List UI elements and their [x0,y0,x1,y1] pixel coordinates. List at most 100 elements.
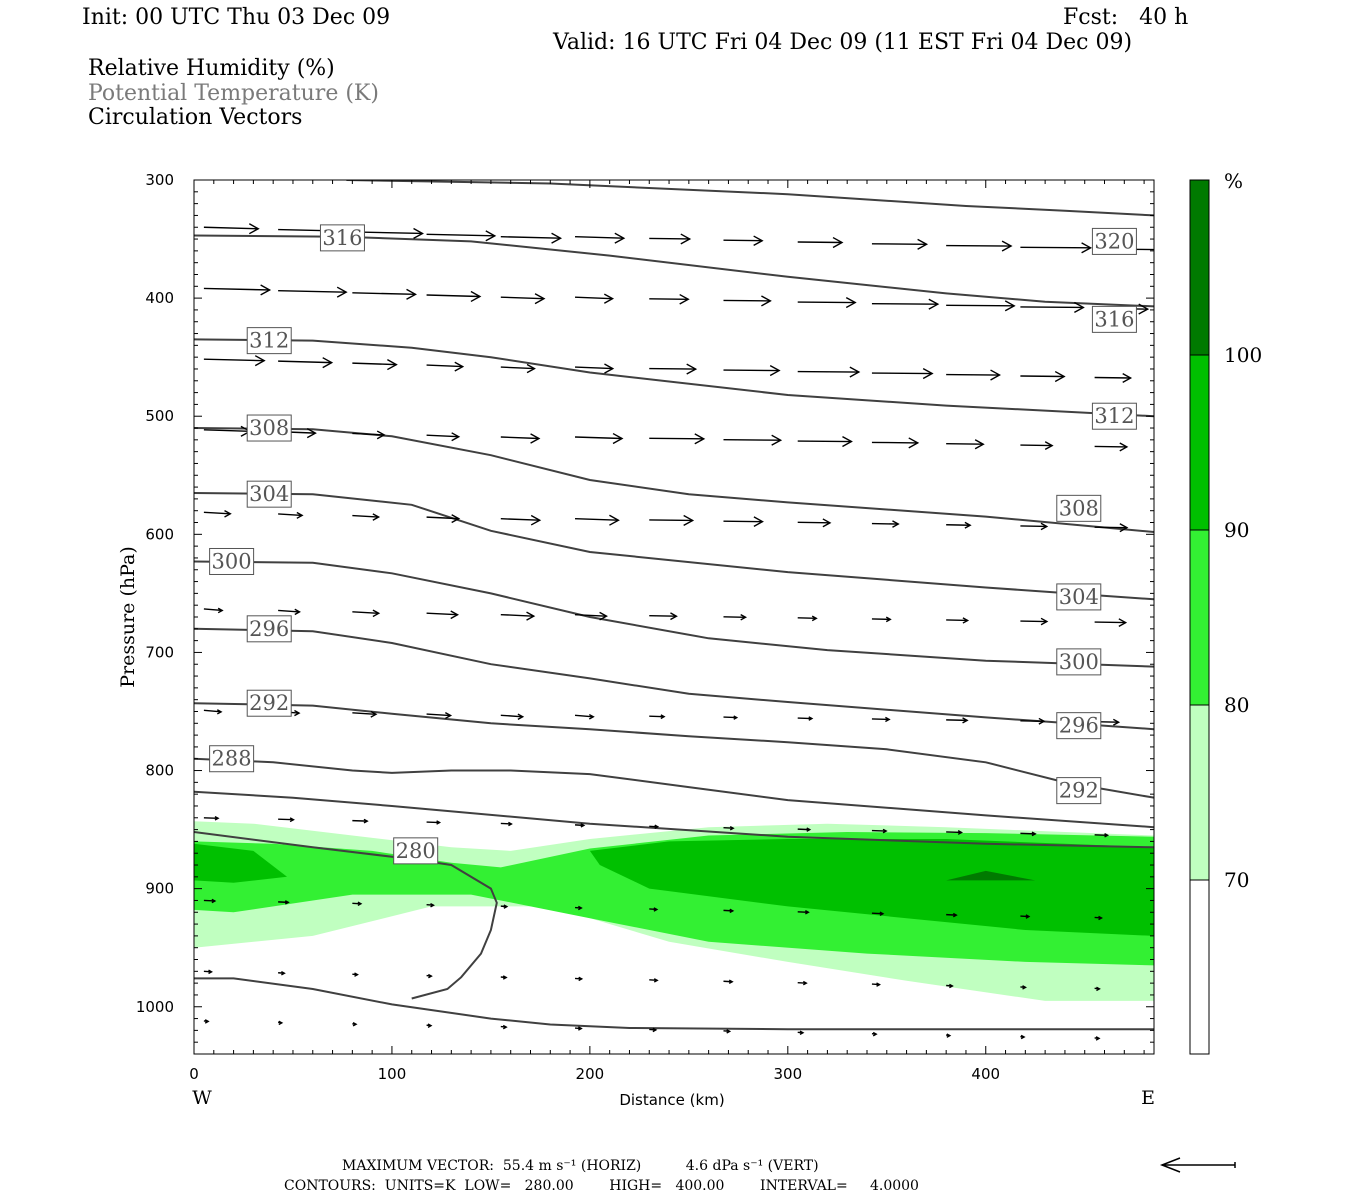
vector-arrow [797,980,808,986]
colorbar-segment [1189,879,1210,1055]
vector-arrow [946,1033,952,1038]
vector-arrow [871,437,920,449]
isentrope-label-296: 296 [246,615,292,643]
vector-arrow [352,901,363,907]
vector-arrow [649,824,660,830]
vector-arrow [500,363,536,374]
contours-note: CONTOURS: UNITS=K LOW= 280.00 HIGH= 400.… [284,1178,919,1194]
svg-text:308: 308 [249,416,289,440]
vector-arrow [1020,1034,1026,1040]
isentrope-308 [194,427,1154,533]
vector-arrow [871,520,900,528]
vector-arrow [426,610,459,620]
vector-arrow [278,900,290,905]
colorbar: 70 80 90 100% [1189,169,1262,1055]
vector-arrow [649,293,690,305]
isentrope-276 [194,977,1154,1031]
svg-text:308: 308 [1059,496,1099,520]
vector-arrow [278,357,334,369]
vector-arrow [649,514,695,527]
vector-arrow [946,912,958,918]
isentrope-label-316: 316 [319,224,365,252]
vector-arrow [797,716,814,721]
reference-vector-arrow [1159,1157,1236,1173]
isentrope-label-292: 292 [246,689,292,717]
vector-arrow [1020,370,1066,383]
vector-arrow [278,1020,284,1026]
max-vector-note: MAXIMUM VECTOR: 55.4 m s⁻¹ (HORIZ) 4.6 d… [342,1158,819,1174]
vector-arrow [797,435,853,448]
valid-time: Valid: 16 UTC Fri 04 Dec 09 (11 EST Fri … [553,30,1133,55]
vector-arrow [871,367,934,380]
vector-arrow [649,233,692,245]
axes-layer: 300 400 500 600 700 800 900 1000 0 100 200 300 400 [136,171,1154,1083]
vector-arrow [352,359,398,371]
colorbar-segment [1189,354,1210,531]
colorbar-level-label: 80 [1224,693,1249,717]
svg-text:304: 304 [1059,585,1099,609]
vector-arrow [278,511,304,519]
isentrope-label-308: 308 [1056,494,1102,522]
isentrope-320 [346,180,1154,217]
vector-arrow [203,709,223,715]
vector-arrow [426,290,482,303]
isentrope-label-316: 316 [1091,305,1137,333]
vector-arrow [426,432,461,442]
vector-arrow [1020,914,1031,919]
isentrope-label-304: 304 [1056,583,1102,611]
vector-arrow [1094,523,1129,533]
vector-arrow [723,295,772,307]
vector-arrow [203,223,260,235]
vector-arrow [946,829,963,835]
contour-label-layer: 320 316 316 312 312 308 308 304 304 300 300 296 296 2… [209,224,1137,865]
rh-region-100-4 [946,870,1036,881]
vector-arrow [1094,442,1129,452]
vector-arrow [278,608,301,616]
vector-arrow [723,364,781,377]
colorbar-level-label: 90 [1224,518,1249,542]
isentrope-label-288: 288 [209,745,255,773]
x-tick-label: 400 [971,1065,1000,1083]
x-tick-label: 200 [576,1065,605,1083]
isentrope-label-312: 312 [1091,402,1137,430]
isentrope-296 [194,627,1154,731]
y-tick-label: 400 [145,289,174,307]
vector-arrow [946,983,954,989]
y-axis-label: Pressure (hPa) [117,546,139,688]
vector-arrow [500,611,536,621]
rh-region-90-100-3 [589,839,1154,936]
vector-arrow [871,616,892,623]
isentrope-label-300: 300 [209,547,255,575]
isentrope-288 [194,757,1154,829]
colorbar-segment [1189,529,1210,706]
vector-arrow [1020,717,1046,725]
vector-arrow [946,369,1001,381]
vector-arrow [203,1019,210,1024]
vector-arrow [500,713,525,721]
vector-arrow [574,611,608,621]
vector-arrow [500,293,546,305]
y-tick-label: 900 [145,880,174,898]
svg-text:292: 292 [249,691,289,715]
vector-arrow [1094,373,1133,383]
vector-arrow [1020,831,1037,837]
vector-arrow [426,973,433,979]
vector-arrow [352,513,381,521]
svg-text:312: 312 [1094,404,1134,428]
svg-text:320: 320 [1094,229,1134,253]
init-time: Init: 00 UTC Thu 03 Dec 09 [82,5,391,30]
isentrope-label-308: 308 [246,414,292,442]
svg-text:296: 296 [249,617,289,641]
vector-arrow [1020,441,1054,451]
vector-arrow [871,716,891,723]
field-theta: Potential Temperature (K) [88,81,379,106]
vector-arrow [278,286,348,298]
vector-arrow [575,432,624,445]
x-tick-label: 300 [773,1065,802,1083]
vector-arrow [797,366,861,378]
vector-arrow [649,1027,658,1033]
y-tick-label: 1000 [136,998,174,1016]
vector-arrow [500,1024,508,1030]
isentrope-label-280: 280 [393,837,439,865]
vector-arrow [1020,617,1049,626]
